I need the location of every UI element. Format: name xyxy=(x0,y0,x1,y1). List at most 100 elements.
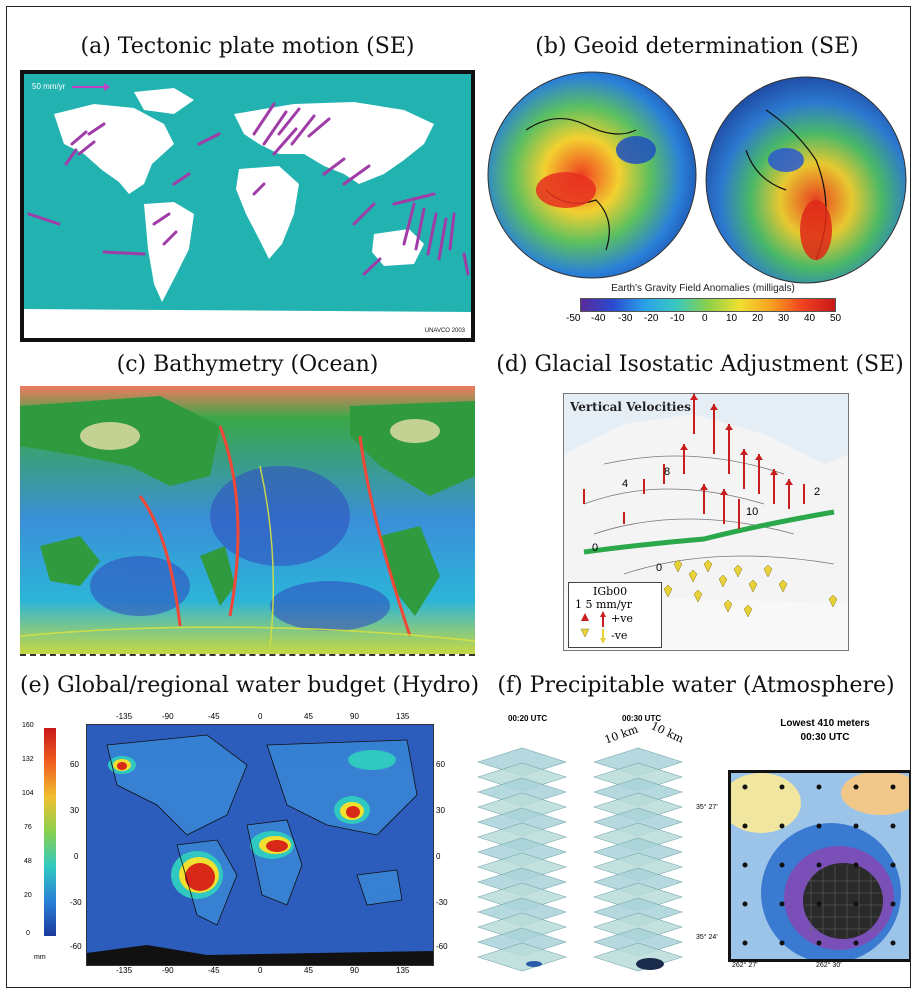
geoid-panel: Earth's Gravity Field Anomalies (milliga… xyxy=(486,70,910,332)
lat-tick: 30 xyxy=(70,806,79,815)
lon-tick: 90 xyxy=(350,712,359,721)
credit-label: UNAVCO 2003 xyxy=(424,328,465,334)
plate-motion-vectors xyxy=(27,102,470,276)
tick: 20 xyxy=(752,313,764,324)
tick: -40 xyxy=(591,313,606,324)
lon-tick: -135 xyxy=(116,966,133,975)
contour-label: 0 xyxy=(656,562,663,574)
caption-f: (f) Precipitable water (Atmosphere) xyxy=(497,673,895,698)
pw-contour-image xyxy=(731,773,909,959)
lon-tick: 135 xyxy=(396,966,410,975)
station-dot xyxy=(853,862,859,868)
station-dot xyxy=(816,823,822,829)
station-dot xyxy=(742,823,748,829)
gravity-colorbar xyxy=(580,298,836,312)
stack-blob xyxy=(636,958,664,970)
lon-tick: -90 xyxy=(162,712,174,721)
lat-tick: 0 xyxy=(436,852,441,861)
station-dot xyxy=(853,901,859,907)
station-dot xyxy=(816,940,822,946)
lon-tick: -135 xyxy=(116,712,133,721)
station-dot xyxy=(890,862,896,868)
station-dot xyxy=(853,784,859,790)
station-dot xyxy=(742,940,748,946)
tick: -50 xyxy=(566,313,581,324)
tectonic-map: 50 mm/yr UNAVCO 2003 xyxy=(20,70,475,342)
caption-c: (c) Bathymetry (Ocean) xyxy=(116,352,379,377)
bathymetry-image xyxy=(20,386,475,654)
lat-tick: -60 xyxy=(70,942,82,951)
map-title-1: Lowest 410 meters xyxy=(780,718,870,729)
caption-b: (b) Geoid determination (SE) xyxy=(535,34,859,59)
tick: 0 xyxy=(702,313,708,324)
stack-blob xyxy=(526,961,542,967)
contour-label: 8 xyxy=(664,466,671,478)
station-dot xyxy=(779,901,785,907)
lat-tick: 30 xyxy=(436,806,445,815)
station-dot xyxy=(816,901,822,907)
figure-frame xyxy=(6,6,911,988)
station-dot xyxy=(779,823,785,829)
stack2-label: 00:30 UTC xyxy=(622,714,662,723)
legend-scale: 1 5 mm/yr xyxy=(575,598,633,611)
legend-up: +ve xyxy=(611,612,633,625)
lat-ticks-left: 60 30 0 -30 -60 xyxy=(70,724,86,964)
legend-down: -ve xyxy=(611,629,628,642)
station-dot xyxy=(890,823,896,829)
lon-tick: 0 xyxy=(258,966,263,975)
lon-tick: 135 xyxy=(396,712,410,721)
tick: -20 xyxy=(644,313,659,324)
caption-a: (a) Tectonic plate motion (SE) xyxy=(80,34,415,59)
tick: 30 xyxy=(778,313,790,324)
contour-label: 10 xyxy=(746,506,759,518)
lat-tick: -30 xyxy=(70,898,82,907)
tick: 50 xyxy=(830,313,842,324)
lon-ticks-top: -135 -90 -45 0 45 90 135 xyxy=(86,712,432,724)
station-dot xyxy=(742,862,748,868)
contour-label: 4 xyxy=(622,478,629,490)
station-dot xyxy=(816,784,822,790)
cbar-tick: 20 xyxy=(24,892,32,899)
map-xlabel: 262° 27' xyxy=(732,962,758,969)
caption-e: (e) Global/regional water budget (Hydro) xyxy=(20,673,480,698)
lon-tick: -90 xyxy=(162,966,174,975)
contour-label: 2 xyxy=(814,486,821,498)
map-xlabel: 262° 30' xyxy=(816,962,842,969)
station-dot xyxy=(816,862,822,868)
pw-contour-map xyxy=(728,770,910,962)
station-dot xyxy=(742,901,748,907)
station-dot xyxy=(890,940,896,946)
station-dot xyxy=(853,940,859,946)
station-dot xyxy=(853,823,859,829)
tick: 10 xyxy=(726,313,738,324)
lat-tick: -60 xyxy=(436,942,448,951)
stack-layer xyxy=(477,942,567,972)
lat-tick: 60 xyxy=(70,760,79,769)
station-dot xyxy=(779,940,785,946)
scale-arrow-icon xyxy=(72,83,110,91)
lon-tick: -45 xyxy=(208,712,220,721)
lon-tick: 0 xyxy=(258,712,263,721)
caption-d: (d) Glacial Isostatic Adjustment (SE) xyxy=(496,352,904,377)
cbar-tick: 76 xyxy=(24,824,32,831)
water-colorbar xyxy=(44,728,56,936)
cbar-tick: 104 xyxy=(22,790,34,797)
globe-right xyxy=(705,76,907,284)
station-dot xyxy=(779,784,785,790)
lat-tick: 60 xyxy=(436,760,445,769)
cbar-unit: mm xyxy=(34,954,46,961)
contour-label: 0 xyxy=(592,542,599,554)
station-dot xyxy=(779,862,785,868)
world-map-outline xyxy=(24,88,471,338)
lat-ticks-right: 60 30 0 -30 -60 xyxy=(434,724,458,964)
station-dot xyxy=(890,901,896,907)
legend-arrows-icon xyxy=(580,611,606,644)
bathymetry-map xyxy=(20,386,475,656)
lon-tick: -45 xyxy=(208,966,220,975)
colorbar-title: Earth's Gravity Field Anomalies (milliga… xyxy=(611,283,795,294)
map-ylabel: 35° 24' xyxy=(696,934,718,941)
lat-tick: 0 xyxy=(74,852,79,861)
tick: -30 xyxy=(618,313,633,324)
station-dot xyxy=(890,784,896,790)
cbar-tick: 48 xyxy=(24,858,32,865)
